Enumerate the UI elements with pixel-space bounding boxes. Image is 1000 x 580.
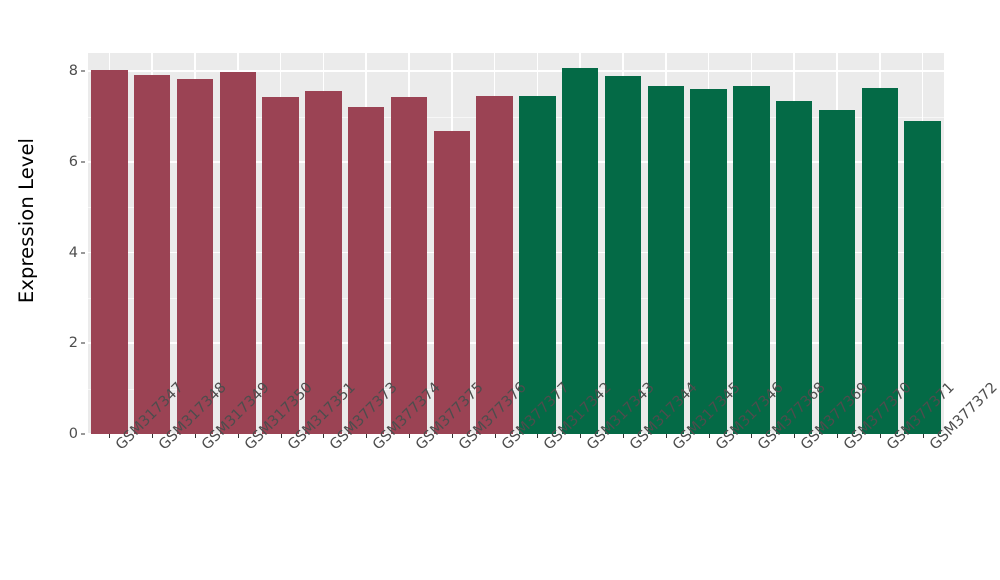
x-tick-mark [195, 434, 196, 438]
bar[interactable] [347, 106, 385, 434]
y-gridline-minor [88, 116, 944, 118]
y-gridline-minor [88, 297, 944, 299]
x-tick-label: GSM377370 [841, 380, 915, 454]
bar[interactable] [604, 76, 642, 434]
x-tick-mark [237, 434, 239, 438]
bar[interactable] [262, 97, 299, 434]
bar[interactable] [91, 70, 128, 434]
y-gridline-major [88, 342, 944, 345]
x-tick-label: GSM377377 [499, 380, 573, 454]
bar[interactable] [433, 130, 471, 434]
bar[interactable] [647, 85, 685, 434]
bar[interactable] [690, 88, 727, 434]
bar[interactable] [519, 95, 556, 434]
x-tick-mark [280, 434, 282, 438]
x-tick-label: GSM317347 [113, 380, 187, 454]
x-tick-label: GSM317351 [285, 380, 359, 454]
y-gridline-major [88, 251, 944, 254]
x-tick-mark [109, 434, 111, 438]
y-tick-mark [81, 342, 85, 344]
y-tick-mark [81, 433, 85, 435]
x-tick-mark [366, 434, 368, 438]
y-tick-label: 8 [68, 63, 78, 80]
x-tick-label: GSM317348 [156, 380, 230, 454]
x-tick-label: GSM377369 [798, 380, 872, 454]
y-gridline-major [88, 70, 944, 72]
x-tick-label: GSM317350 [242, 380, 316, 454]
y-tick-label: 0 [68, 426, 78, 442]
bar[interactable] [476, 95, 513, 434]
y-axis: 0 2 4 6 8 [0, 0, 88, 580]
x-tick-mark [580, 434, 582, 438]
y-tick-mark [81, 161, 85, 163]
y-gridline-minor [88, 207, 944, 209]
x-tick-mark [537, 434, 539, 438]
x-tick-label: GSM377372 [926, 379, 1000, 454]
bar[interactable] [775, 101, 813, 434]
x-tick-mark [837, 434, 838, 438]
x-tick-label: GSM317342 [541, 380, 615, 454]
bar[interactable] [133, 74, 171, 434]
bar[interactable] [904, 121, 941, 434]
bar[interactable] [733, 86, 770, 434]
x-tick-label: GSM317346 [713, 380, 787, 454]
x-tick-label: GSM317343 [584, 380, 658, 454]
x-tick-label: GSM377371 [884, 380, 958, 454]
y-gridline-major [88, 161, 944, 163]
y-gridline-major [88, 433, 944, 434]
y-tick-mark [81, 70, 85, 72]
x-tick-label: GSM377375 [413, 380, 487, 454]
x-tick-label: GSM317349 [199, 380, 273, 454]
y-tick-label: 2 [68, 335, 78, 352]
x-tick-mark [409, 434, 410, 438]
bar[interactable] [861, 88, 899, 434]
y-tick-mark [81, 252, 85, 254]
x-axis: GSM317347GSM317348GSM317349GSM317350GSM3… [88, 379, 1000, 580]
bar[interactable] [305, 90, 342, 434]
y-tick-label: 4 [68, 244, 78, 261]
bar[interactable] [818, 110, 856, 434]
x-tick-label: GSM377368 [755, 380, 829, 454]
bar[interactable] [390, 97, 428, 434]
x-tick-label: GSM317344 [627, 380, 701, 454]
x-tick-mark [623, 434, 624, 438]
x-tick-label: GSM317345 [670, 380, 744, 454]
y-tick-label: 6 [68, 153, 78, 170]
x-tick-mark [665, 434, 667, 438]
bar[interactable] [176, 79, 214, 434]
x-tick-mark [494, 434, 496, 438]
x-tick-label: GSM377376 [456, 380, 530, 454]
y-gridline-minor [88, 388, 944, 390]
x-tick-label: GSM377374 [370, 380, 444, 454]
x-tick-mark [451, 434, 453, 438]
x-tick-label: GSM377373 [327, 380, 401, 454]
x-tick-mark [879, 434, 881, 438]
bar[interactable] [219, 72, 257, 434]
bar[interactable] [561, 68, 599, 434]
x-tick-mark [751, 434, 753, 438]
x-tick-mark [922, 434, 924, 438]
x-tick-mark [708, 434, 710, 438]
x-tick-mark [794, 434, 796, 438]
x-tick-mark [323, 434, 325, 438]
x-tick-mark [152, 434, 154, 438]
plot-panel [88, 53, 944, 434]
